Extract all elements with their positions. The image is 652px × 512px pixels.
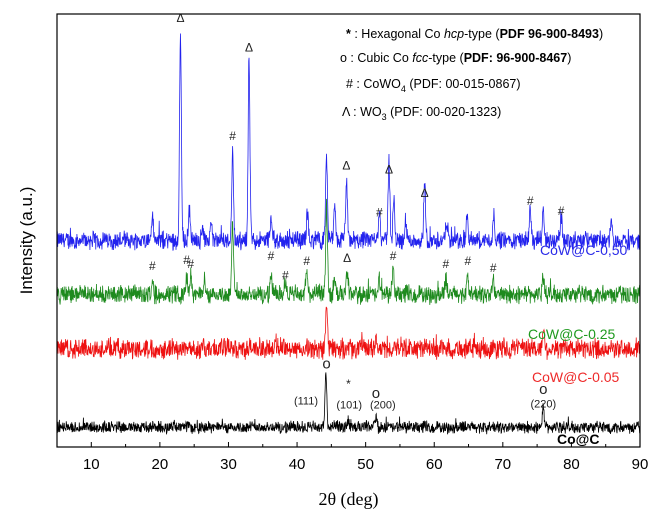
x-tick-label: 10 [83,456,100,473]
peak-marker: # [282,269,289,283]
x-tick-label: 70 [494,456,511,473]
peak-marker: Δ [421,186,429,200]
x-tick-layer: 10 20 30 40 50 60 70 80 90 [56,442,649,473]
peak-marker: # [376,206,383,220]
series-line [56,198,641,306]
plot-frame [56,13,641,448]
legend-entry: Λ : WO3 (PDF: 00-020-1323) [342,105,501,122]
x-tick-label: 60 [426,456,443,473]
peak-marker: Δ [245,40,253,54]
series-label: Co@C [557,431,599,447]
y-axis-label: Intensity (a.u.) [17,187,36,295]
peak-marker: # [558,204,565,218]
series-line [56,33,641,251]
peak-marker: Δ [385,162,393,176]
peak-marker: # [183,253,190,267]
hkl-label: (111) [294,396,318,408]
x-axis-label: 2θ (deg) [318,489,378,510]
legend-entry: o : Cubic Co fcc-type (PDF: 96-900-8467) [340,51,571,65]
series-label: CoW@C-0.25 [528,326,616,342]
x-tick-label: 20 [152,456,169,473]
x-tick-label: 80 [563,456,580,473]
peak-marker: # [229,129,236,143]
annotation-layer: ΔΔ#Δ ΔΔ#### ##### Δ ## # #o*o o(111) (101) (200)(… [149,11,565,412]
series-line [56,306,641,360]
x-tick-label: 90 [632,456,649,473]
series-line [56,372,641,436]
peak-marker: # [390,249,397,263]
series-layer [56,33,641,436]
hkl-label: (200) [370,400,396,412]
x-tick-label: 50 [357,456,374,473]
peak-marker: # [443,257,450,271]
legend-entry: * : Hexagonal Co hcp-type (PDF 96-900-84… [346,27,603,41]
x-tick-label: 30 [220,456,237,473]
peak-marker: Δ [342,158,350,172]
peak-marker: # [527,194,534,208]
peak-marker: # [303,254,310,268]
legend-entry: # : CoWO4 (PDF: 00-015-0867) [346,77,521,94]
peak-marker: # [149,259,156,273]
peak-marker: # [187,257,194,271]
peak-marker: # [464,254,471,268]
peak-marker: Δ [343,251,351,265]
series-label: CoW@C-0.05 [532,369,620,385]
legend: * : Hexagonal Co hcp-type (PDF 96-900-84… [340,27,603,122]
series-label-layer: CoW@C-0,50 CoW@C-0.25 CoW@C-0.05 Co@C [528,242,628,447]
hkl-label: (101) [336,400,362,412]
peak-marker: o [322,355,330,372]
series-label: CoW@C-0,50 [540,242,628,258]
peak-marker: o [372,385,380,402]
x-tick-label: 40 [289,456,306,473]
peak-marker: # [490,261,497,275]
peak-marker: * [346,377,351,391]
peak-marker: o [539,381,547,398]
peak-marker: # [268,249,275,263]
peak-marker: Δ [176,11,184,25]
hkl-label: (220) [530,399,556,411]
